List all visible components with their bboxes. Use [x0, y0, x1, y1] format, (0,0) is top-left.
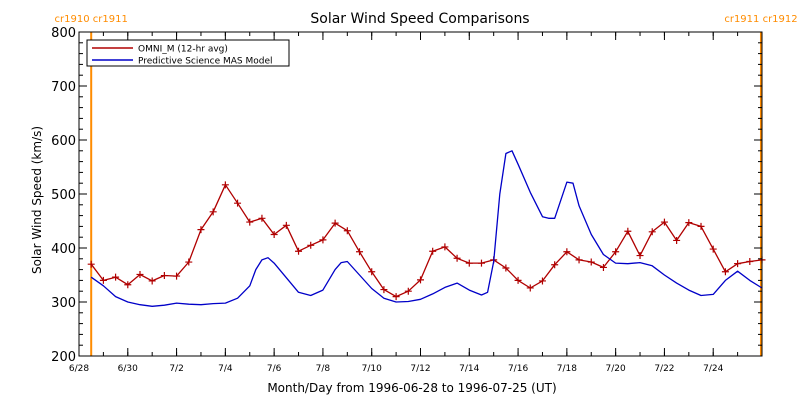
data-point — [563, 248, 571, 256]
y-tick-label: 600 — [51, 134, 76, 149]
x-tick-label: 7/16 — [508, 364, 528, 374]
data-point — [246, 218, 254, 226]
data-point — [173, 272, 181, 280]
y-tick-label: 200 — [51, 350, 76, 365]
x-tick-label: 6/30 — [118, 364, 138, 374]
data-point — [295, 247, 303, 255]
x-tick-label: 7/24 — [703, 364, 723, 374]
x-tick-label: 7/10 — [362, 364, 382, 374]
data-point — [392, 293, 400, 301]
data-point — [197, 226, 205, 234]
data-point — [404, 287, 412, 295]
data-point — [465, 259, 473, 267]
data-point — [636, 252, 644, 260]
data-point — [319, 236, 327, 244]
data-point — [148, 277, 156, 285]
data-point — [734, 260, 742, 268]
data-point — [673, 236, 681, 244]
data-point — [234, 199, 242, 207]
data-point — [746, 258, 754, 265]
y-axis: 200 300 400 500 600 700 800 — [51, 26, 762, 365]
data-point — [526, 284, 534, 292]
x-tick-label: 7/22 — [654, 364, 674, 374]
data-point — [660, 218, 668, 226]
data-point — [648, 228, 656, 236]
data-point — [136, 270, 144, 278]
data-point — [368, 268, 376, 276]
x-tick-label: 7/4 — [218, 364, 233, 374]
data-point — [112, 273, 120, 281]
data-point — [270, 231, 278, 238]
plot-frame — [78, 31, 763, 357]
x-tick-label: 7/14 — [459, 364, 479, 374]
data-point — [709, 245, 717, 253]
x-tick-label: 7/18 — [557, 364, 577, 374]
legend-label: Predictive Science MAS Model — [138, 57, 273, 67]
data-point — [429, 247, 437, 255]
data-point — [343, 227, 351, 235]
data-point — [551, 261, 559, 269]
data-point — [721, 268, 729, 276]
data-point — [209, 208, 217, 216]
data-point — [514, 276, 522, 284]
y-tick-label: 400 — [51, 242, 76, 257]
data-point — [502, 264, 510, 272]
data-point — [380, 286, 388, 294]
data-point — [441, 243, 449, 251]
data-point — [185, 258, 193, 266]
x-tick-label: 7/6 — [267, 364, 282, 374]
data-point — [99, 276, 107, 284]
y-axis-label: Solar Wind Speed (km/s) — [30, 126, 44, 274]
data-point — [477, 259, 485, 267]
data-point — [258, 214, 266, 222]
data-point — [221, 181, 229, 189]
x-tick-label: 6/28 — [69, 364, 89, 374]
data-point — [124, 281, 132, 289]
x-axis-label: Month/Day from 1996-06-28 to 1996-07-25 … — [267, 381, 556, 395]
legend-box — [86, 39, 290, 67]
data-point — [599, 263, 607, 271]
data-point — [160, 272, 168, 280]
data-point — [575, 256, 583, 264]
data-point — [685, 219, 693, 227]
data-point — [356, 248, 364, 256]
data-point — [282, 221, 290, 229]
y-tick-label: 300 — [51, 296, 76, 311]
data-point — [612, 248, 620, 256]
x-tick-label: 7/20 — [606, 364, 626, 374]
x-axis: 6/28 6/30 7/2 7/4 7/6 7/8 7/10 7/12 7/14 7/16 7/18… — [69, 32, 763, 374]
carrington-marker-label: cr1910 cr1911 — [55, 14, 128, 25]
x-tick-label: 7/12 — [410, 364, 430, 374]
data-point — [697, 222, 705, 230]
y-tick-label: 500 — [51, 188, 76, 203]
data-point — [307, 241, 315, 249]
data-point — [453, 254, 461, 262]
legend: OMNI_M (12-hr avg) Predictive Science MAS… — [86, 39, 290, 67]
carrington-marker-label: cr1911 cr1912 — [724, 14, 797, 25]
y-tick-label: 700 — [51, 80, 76, 95]
y-tick-label: 800 — [51, 26, 76, 41]
series-layer — [87, 150, 766, 307]
series-line-omni — [90, 184, 763, 298]
data-point — [331, 219, 339, 227]
data-point — [538, 277, 546, 285]
legend-label: OMNI_M (12-hr avg) — [138, 45, 228, 55]
data-point — [417, 276, 424, 284]
series-line-mas-model — [90, 150, 763, 307]
data-point — [624, 227, 632, 235]
data-point — [587, 258, 595, 266]
x-tick-label: 7/8 — [316, 364, 331, 374]
chart-title: Solar Wind Speed Comparisons — [310, 11, 529, 27]
data-point — [87, 260, 95, 268]
x-tick-label: 7/2 — [169, 364, 183, 374]
